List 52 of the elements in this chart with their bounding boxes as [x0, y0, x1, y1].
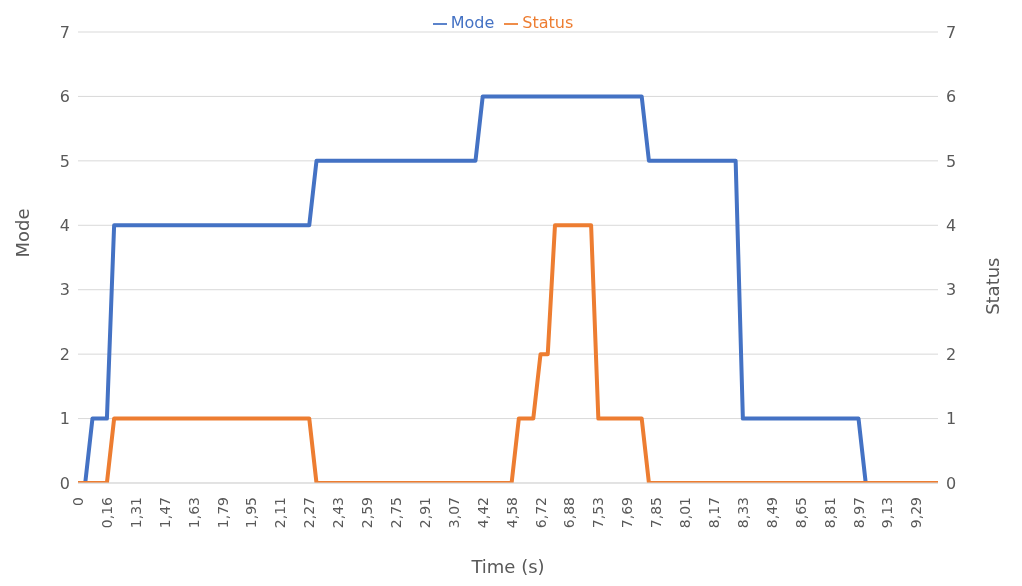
x-tick-label: 1,95 [243, 497, 260, 529]
x-tick-label: 8,33 [734, 497, 751, 529]
x-tick-label: 2,91 [416, 497, 433, 529]
x-tick-label: 7,85 [648, 497, 665, 529]
x-tick-label: 1,31 [127, 497, 144, 529]
y-tick-label: 3 [59, 280, 70, 300]
x-tick-label: 2,11 [272, 497, 289, 529]
x-tick-label: 2,75 [387, 497, 404, 529]
x-tick-label: 9,13 [879, 497, 896, 529]
x-tick-label: 8,01 [677, 497, 694, 529]
y2-tick-label: 7 [946, 22, 957, 42]
x-tick-label: 7,53 [590, 497, 607, 529]
y-tick-label: 5 [59, 151, 70, 171]
y-tick-label: 1 [59, 409, 70, 429]
y2-tick-label: 1 [946, 409, 957, 429]
y2-axis-title: Status [982, 257, 1004, 315]
x-tick-label: 0 [70, 497, 86, 506]
x-tick-label: 8,97 [850, 497, 867, 529]
y2-tick-label: 0 [946, 473, 957, 493]
y2-tick-label: 3 [946, 280, 957, 300]
x-tick-label: 1,47 [156, 497, 173, 529]
x-tick-label: 9,29 [908, 497, 925, 529]
x-tick-label: 8,49 [763, 497, 780, 529]
x-tick-label: 2,59 [359, 497, 376, 529]
legend-label: Mode [450, 13, 495, 32]
x-tick-label: 8,17 [705, 497, 722, 529]
x-tick-label: 3,07 [445, 497, 462, 529]
y-tick-label: 0 [59, 473, 70, 493]
x-tick-label: 4,42 [474, 497, 491, 529]
x-tick-label: 6,88 [561, 497, 578, 529]
x-axis-title: Time (s) [470, 556, 545, 577]
line-series [76, 223, 940, 483]
x-tick-label: 2,43 [330, 497, 347, 529]
y2-tick-label: 2 [946, 344, 957, 364]
x-tick-label: 0,16 [98, 496, 115, 529]
x-tick-label: 4,58 [503, 497, 520, 529]
y2-tick-label: 6 [946, 87, 957, 107]
legend-label: Status [522, 13, 574, 32]
y-axis-title: Mode [12, 208, 34, 258]
y-tick-label: 2 [59, 344, 70, 364]
y2-tick-label: 5 [946, 151, 957, 171]
y2-tick-label: 4 [946, 215, 957, 235]
x-tick-label: 2,27 [301, 497, 318, 529]
x-tick-label: 8,65 [792, 497, 809, 529]
y-tick-label: 4 [59, 215, 70, 235]
x-tick-label: 6,72 [532, 497, 549, 529]
y-tick-label: 7 [59, 22, 70, 42]
y-tick-label: 6 [59, 87, 70, 107]
x-tick-label: 8,81 [821, 497, 838, 529]
x-tick-label: 7,69 [619, 497, 636, 529]
x-tick-label: 1,63 [185, 497, 202, 529]
x-tick-label: 1,79 [214, 497, 231, 529]
